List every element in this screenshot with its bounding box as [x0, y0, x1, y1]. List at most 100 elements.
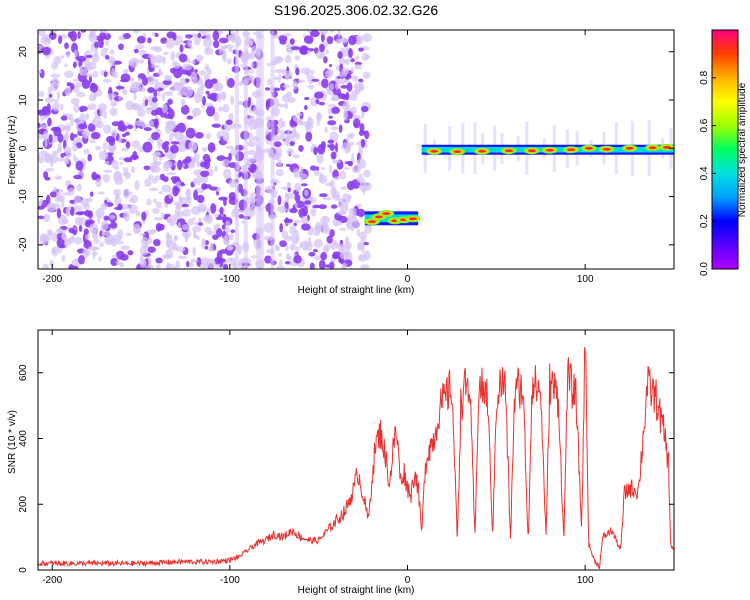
spectrogram-cell — [182, 63, 192, 71]
spectrogram-cell — [83, 228, 89, 236]
spectrogram-cell — [301, 240, 309, 251]
spectrogram-cell — [98, 256, 102, 262]
spectrogram-cell — [148, 119, 154, 128]
spectrogram-cell — [143, 165, 151, 171]
spectrogram-cell — [344, 161, 352, 165]
spectrogram-cell — [304, 200, 312, 205]
spectrogram-cell — [278, 252, 282, 257]
spectrogram-cell — [113, 188, 121, 196]
spectrogram-cell — [179, 77, 187, 86]
spectrogram-cell — [266, 120, 271, 129]
spectrogram-cell — [354, 64, 363, 70]
spectrogram-cell — [331, 253, 340, 260]
spectrogram-cell — [321, 78, 329, 89]
y-tick-label: 0 — [18, 145, 29, 151]
spectrogram-cell — [250, 254, 258, 259]
spectrogram-cell — [182, 86, 193, 98]
spectrogram-cell — [308, 251, 316, 257]
spectrogram-cell — [245, 206, 256, 218]
colorbar-tick-label: 0.6 — [699, 118, 710, 132]
spectrogram-cell — [117, 124, 128, 132]
ridge-point-core — [478, 149, 487, 153]
spectrogram-cell — [211, 123, 222, 128]
spectrogram-cell — [305, 131, 313, 142]
spectrogram-cell — [42, 263, 49, 269]
spectrogram-cell — [152, 208, 160, 214]
spectrogram-cell — [301, 67, 311, 75]
spectrogram-cell — [156, 151, 161, 156]
spectrogram-x-label: Height of straight line (km) — [298, 285, 415, 296]
spectrogram-cell — [133, 228, 142, 234]
spectrogram-cell — [329, 261, 335, 269]
spectrogram-cell — [162, 176, 169, 183]
colorbar-label: Normalized spectral amplitude — [737, 82, 748, 217]
spectrogram-cell — [83, 203, 90, 210]
spectrogram-cell — [65, 123, 71, 133]
spectrogram-cell — [54, 175, 63, 180]
spectrogram-cell — [294, 182, 302, 192]
spectrogram-cell — [295, 67, 300, 76]
spectrogram-cell — [60, 55, 65, 59]
spectrogram-cell — [115, 260, 119, 264]
spectrogram-cell — [229, 233, 234, 241]
spectrogram-cell — [250, 75, 255, 84]
ridge-point-core — [367, 220, 376, 224]
spectrogram-cell — [96, 212, 101, 224]
colorbar-tick-label: 0.4 — [699, 166, 710, 180]
spectrogram-cell — [166, 263, 177, 269]
spectrogram-cell — [103, 47, 109, 51]
spectrogram-cell — [293, 222, 297, 227]
spectrogram-cell — [220, 45, 226, 53]
snr-panel: -200 -100 0 100 0 200 400 600 Height of straig… — [7, 329, 675, 596]
spectrogram-cell — [250, 62, 254, 68]
spectrogram-cell — [324, 126, 328, 134]
spectrogram-cell — [43, 213, 50, 223]
spectrogram-cell — [294, 55, 301, 61]
spectrogram-cell — [64, 158, 69, 164]
spectrogram-cell — [341, 94, 349, 101]
spectrogram-cell — [223, 263, 229, 269]
spectrogram-cell — [102, 78, 112, 83]
spectrogram-cell — [335, 82, 340, 90]
spectrogram-x-ticks: -200 -100 0 100 — [42, 30, 594, 285]
spectrogram-cell — [358, 78, 364, 83]
spectrogram-cell — [250, 163, 257, 173]
spectrogram-cell — [119, 262, 125, 268]
spectrogram-cell — [289, 208, 298, 214]
spectrogram-cell — [49, 30, 58, 33]
spectrogram-cell — [300, 183, 308, 187]
spectrogram-cell — [202, 37, 213, 48]
ridge-point-core — [545, 148, 554, 152]
spectrogram-cell — [272, 87, 281, 92]
spectrogram-cell — [149, 102, 158, 107]
spectrogram-cell — [164, 213, 171, 218]
spectrogram-cell — [56, 157, 65, 162]
x-tick-label: -100 — [220, 575, 240, 586]
spectrogram-cell — [52, 102, 60, 112]
spectrogram-cell — [136, 35, 146, 44]
spectrogram-cell — [163, 253, 172, 260]
spectrogram-cell — [284, 102, 289, 110]
spectrogram-cell — [202, 147, 208, 152]
spectrogram-cell — [141, 76, 149, 86]
spectrogram-cell — [158, 190, 163, 195]
spectrogram-cell — [356, 208, 366, 217]
spectrogram-cell — [202, 153, 211, 162]
spectrogram-cell — [206, 30, 210, 33]
spectrogram-cell — [325, 182, 332, 187]
spectrogram-cell — [276, 103, 287, 108]
spectrogram-cell — [172, 62, 181, 69]
ridge-point-core — [504, 149, 513, 153]
spectrogram-cell — [298, 144, 304, 152]
spectrogram-cell — [56, 147, 62, 151]
spectrogram-cell — [42, 130, 49, 141]
spectrogram-cell — [184, 156, 192, 164]
spectrogram-cell — [247, 141, 257, 147]
spectrogram-cell — [151, 178, 158, 184]
spectrogram-cell — [200, 257, 210, 265]
spectrogram-cell — [320, 215, 331, 225]
spectrogram-cell — [217, 106, 224, 112]
spectrogram-cell — [174, 201, 181, 207]
spectrogram-cell — [364, 223, 373, 234]
spectrogram-cell — [322, 196, 333, 201]
